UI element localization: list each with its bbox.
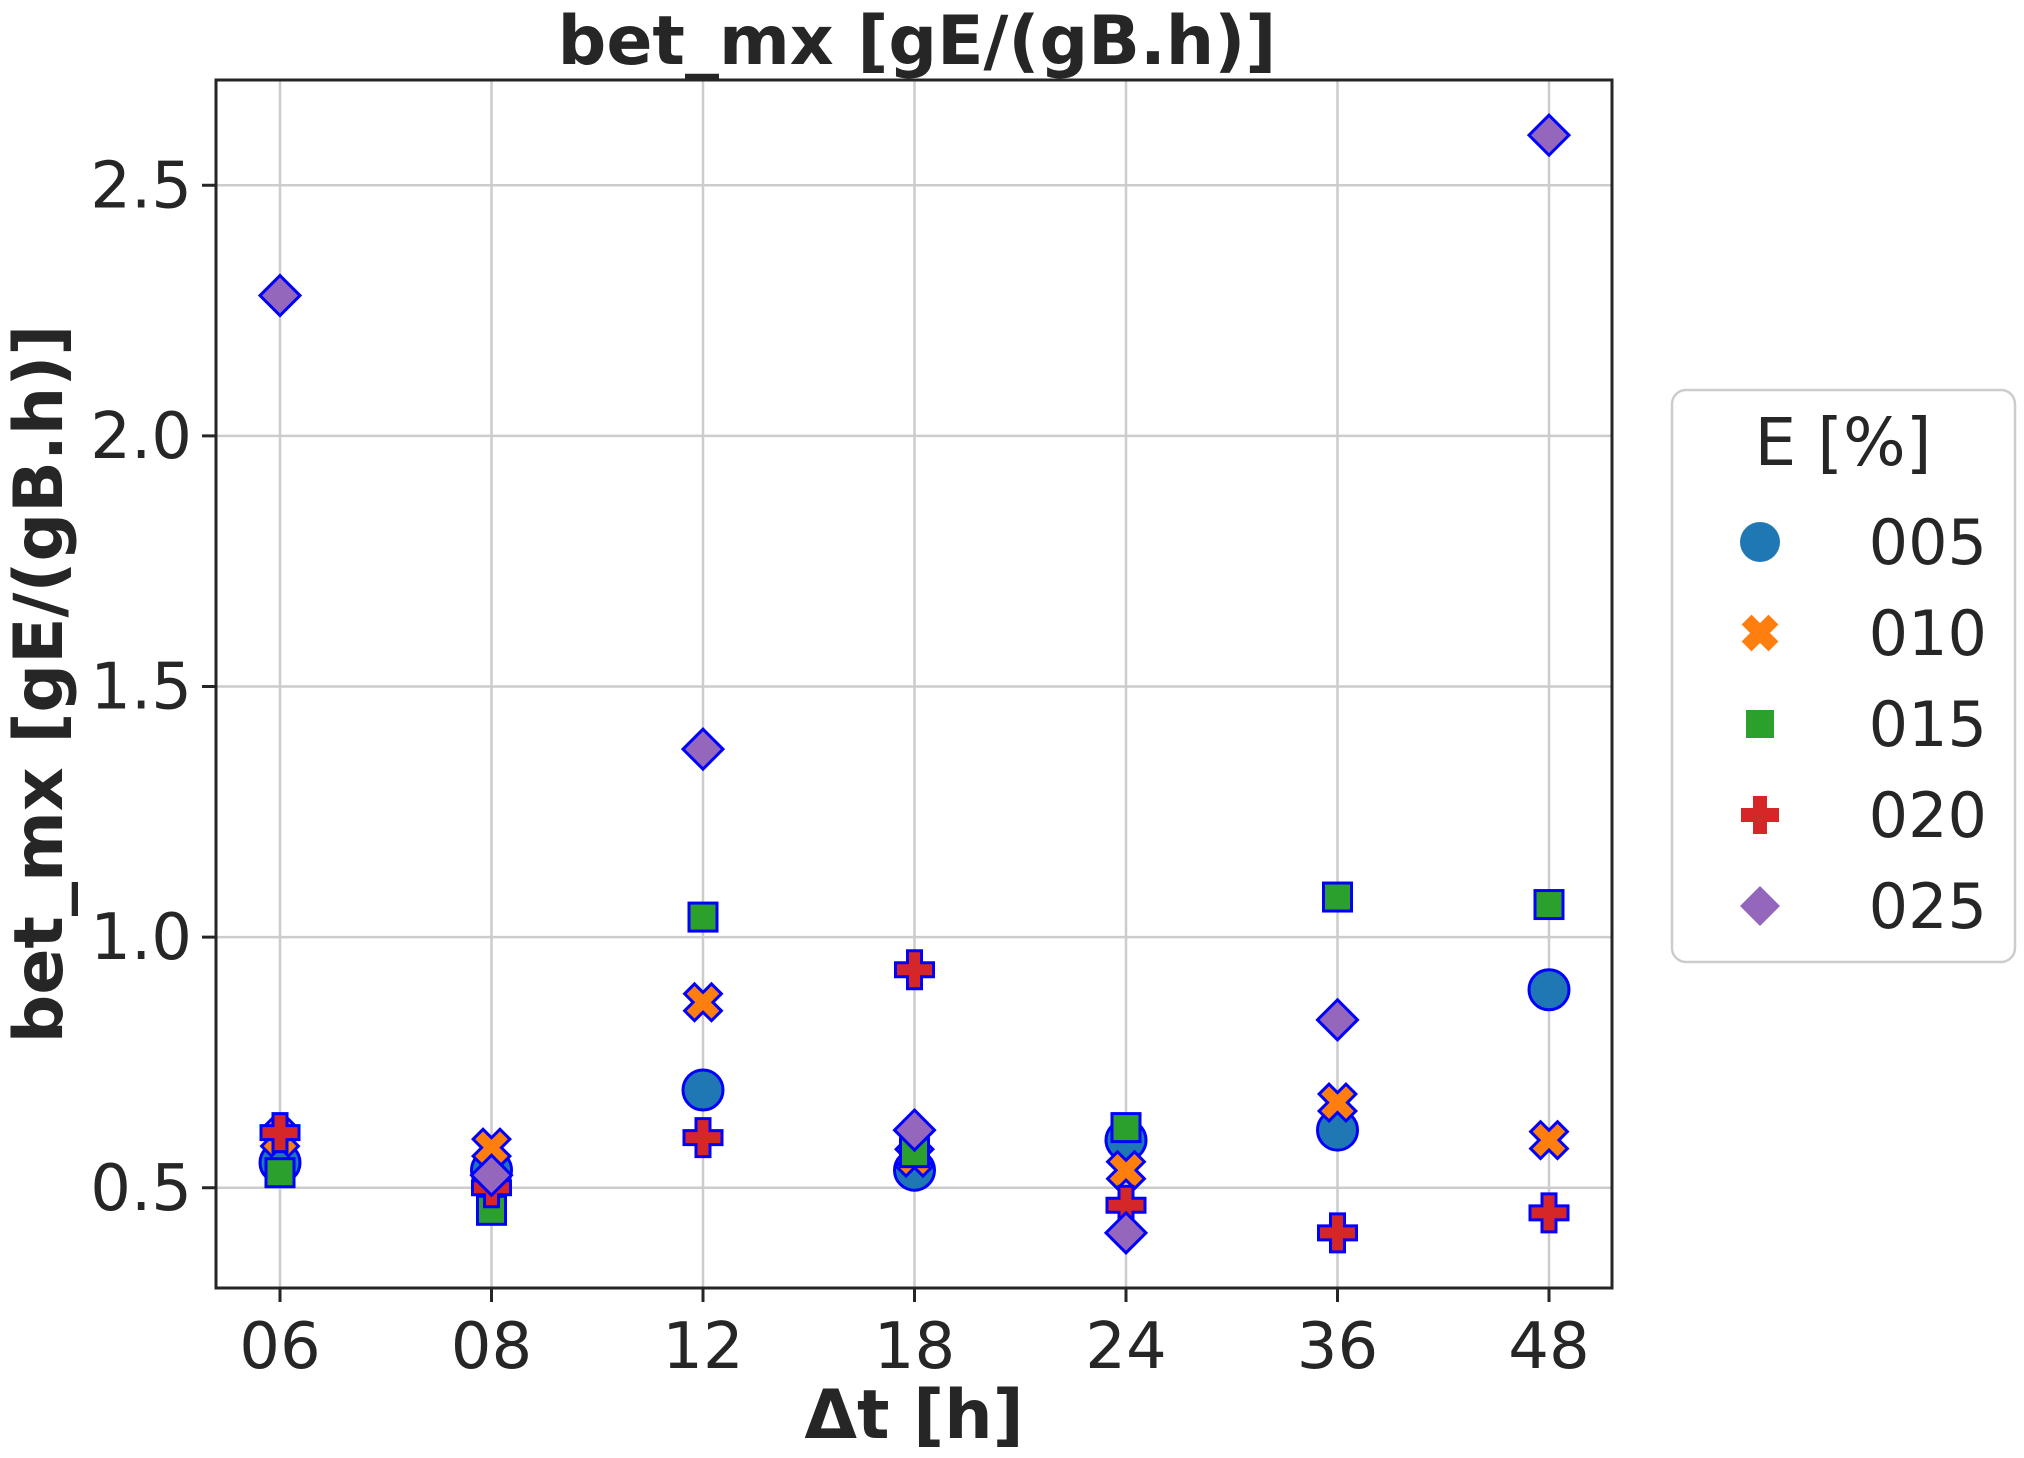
data-point-015-06 [264,1157,296,1189]
x-tick-label: 24 [1085,1310,1166,1384]
y-axis-label: bet_mx [gE/(gB.h)] [0,325,79,1044]
legend-marker-025 [1740,886,1780,926]
data-point-025-18 [892,1107,937,1153]
data-point-020-12 [682,1117,724,1159]
data-point-025-12 [680,727,726,772]
legend-marker-015 [1746,710,1774,738]
data-point-010-36 [1316,1082,1359,1124]
data-point-020-36 [1317,1212,1358,1254]
data-point-015-24 [1110,1112,1142,1144]
data-point-020-18 [894,949,935,991]
data-points [257,113,1572,1255]
x-tick-label: 48 [1508,1310,1589,1384]
legend-label-010: 010 [1869,597,1987,670]
legend-label-025: 025 [1869,870,1987,943]
legend-marker-010 [1741,614,1779,652]
legend-label-020: 020 [1869,779,1987,852]
data-point-025-24 [1103,1210,1149,1255]
data-point-025-48 [1526,113,1572,158]
data-point-005-12 [681,1068,725,1112]
data-point-020-06 [259,1112,301,1154]
legend: E [%] 005 010 015 020 025 [1670,388,2017,964]
y-tick-label: 2.0 [90,400,192,474]
legend-title: E [%] [1755,404,1932,481]
y-tick-label: 0.5 [90,1152,192,1226]
x-axis-ticks: 06 08 12 18 24 36 48 [239,1288,1590,1384]
y-tick-label: 1.0 [90,901,192,975]
y-tick-label: 1.5 [90,651,192,725]
data-point-025-36 [1315,997,1360,1042]
x-tick-label: 08 [451,1310,532,1384]
x-tick-label: 06 [239,1310,320,1384]
legend-marker-005 [1740,522,1780,562]
x-tick-label: 12 [662,1310,743,1384]
data-point-015-12 [687,901,719,933]
data-point-020-48 [1528,1192,1570,1234]
data-point-015-36 [1322,881,1353,913]
data-point-005-48 [1527,968,1571,1012]
x-axis-label: Δt [h] [804,1376,1023,1455]
legend-label-015: 015 [1869,688,1987,761]
legend-marker-020 [1741,796,1779,834]
grid [216,80,1612,1288]
legend-items: 005 010 015 020 025 [1740,506,1987,943]
x-tick-label: 18 [874,1310,955,1384]
data-point-025-06 [257,273,303,318]
y-tick-label: 2.5 [90,149,192,223]
data-point-015-48 [1533,889,1565,921]
data-point-010-12 [682,981,724,1023]
legend-label-005: 005 [1869,506,1987,579]
chart-title: bet_mx [gE/(gB.h)] [558,2,1277,81]
y-axis-ticks: 0.5 1.0 1.5 2.0 2.5 [90,149,216,1226]
x-tick-label: 36 [1297,1310,1378,1384]
data-point-010-48 [1528,1119,1570,1161]
data-point-025-08 [469,1153,514,1198]
